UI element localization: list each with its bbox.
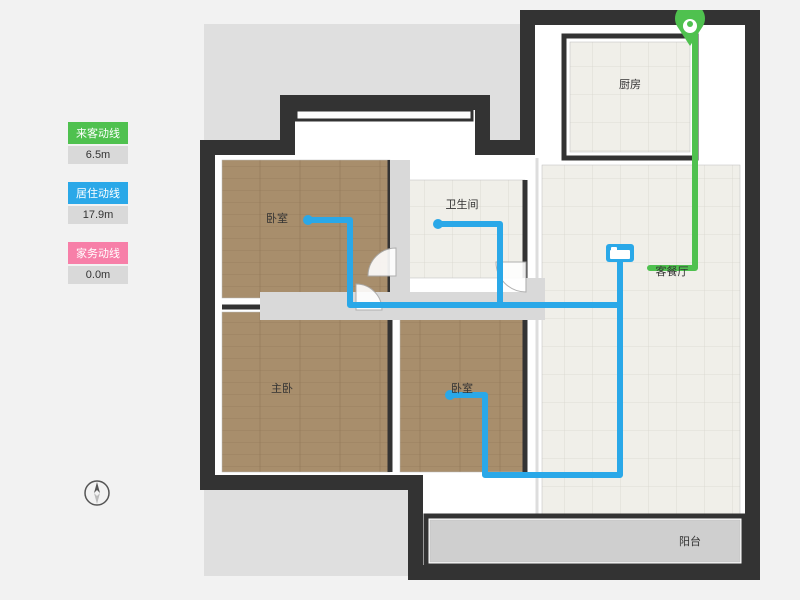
room-label: 阳台 [679,534,701,548]
room-label: 卧室 [266,211,288,225]
legend-item-guest: 来客动线 6.5m [68,122,128,164]
legend: 来客动线 6.5m 居住动线 17.9m 家务动线 0.0m [68,122,128,302]
legend-item-house: 家务动线 0.0m [68,242,128,284]
legend-label-house: 家务动线 [68,242,128,264]
room-label: 卫生间 [446,197,479,211]
legend-item-resident: 居住动线 17.9m [68,182,128,224]
legend-value-house: 0.0m [68,266,128,284]
room-label: 卧室 [451,381,473,395]
legend-label-resident: 居住动线 [68,182,128,204]
floor-plan: 厨房卫生间卧室主卧卧室客餐厅阳台 [200,10,760,590]
room-label: 客餐厅 [656,264,689,278]
floor-plan-svg: 厨房卫生间卧室主卧卧室客餐厅阳台 [200,10,760,590]
room-label: 主卧 [271,382,293,395]
legend-label-guest: 来客动线 [68,122,128,144]
room-label: 厨房 [619,78,641,91]
legend-value-guest: 6.5m [68,146,128,164]
legend-value-resident: 17.9m [68,206,128,224]
compass-icon [82,478,112,508]
